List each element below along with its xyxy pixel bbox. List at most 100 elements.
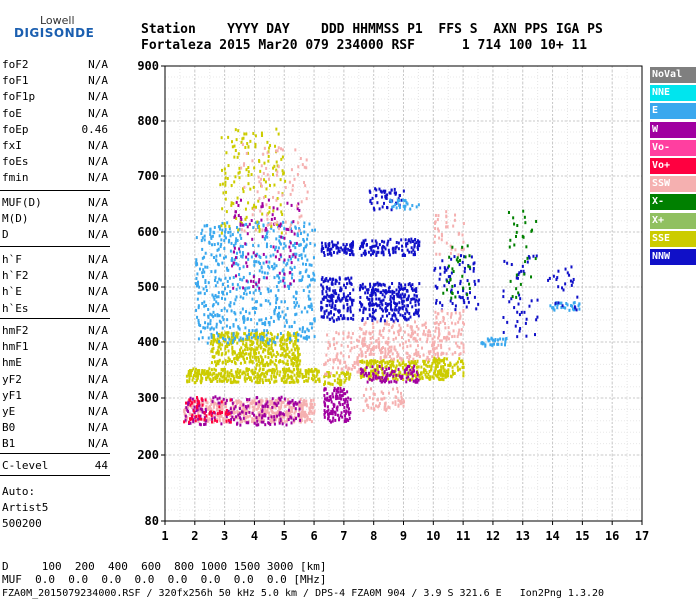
data-point <box>438 328 441 332</box>
data-point <box>331 301 334 305</box>
data-point <box>301 407 304 411</box>
data-point <box>214 270 217 274</box>
data-point <box>422 370 425 374</box>
data-point <box>262 418 265 422</box>
data-point <box>279 407 282 411</box>
data-point <box>308 406 311 410</box>
data-point <box>258 180 261 184</box>
data-point <box>201 247 204 251</box>
data-point <box>360 353 363 357</box>
data-point <box>413 361 416 365</box>
data-point <box>229 407 232 411</box>
data-point <box>397 247 400 251</box>
param-value: N/A <box>88 285 108 299</box>
data-point <box>425 358 428 362</box>
data-point <box>195 236 198 240</box>
data-point <box>277 401 280 405</box>
data-point <box>276 274 279 278</box>
data-point <box>267 347 270 351</box>
data-point <box>424 333 427 337</box>
data-point <box>284 404 287 408</box>
data-point <box>298 278 301 282</box>
data-point <box>364 291 367 295</box>
data-point <box>328 342 331 346</box>
data-point <box>332 360 335 364</box>
data-point <box>421 376 424 380</box>
data-point <box>350 367 353 371</box>
data-point <box>277 191 280 195</box>
data-point <box>269 414 272 418</box>
data-point <box>200 401 203 405</box>
data-point <box>260 416 263 420</box>
data-point <box>455 341 458 345</box>
data-point <box>371 365 374 369</box>
data-point <box>188 377 191 381</box>
param-row: B1 N/A <box>2 437 108 452</box>
data-point <box>226 268 229 272</box>
data-point <box>367 302 370 306</box>
data-point <box>191 417 194 421</box>
data-point <box>229 234 232 238</box>
data-point <box>251 159 254 163</box>
data-point <box>428 330 431 334</box>
data-point <box>393 308 396 312</box>
data-point <box>349 297 352 301</box>
data-point <box>310 399 313 403</box>
data-point <box>313 376 316 380</box>
data-point <box>414 300 417 304</box>
data-point <box>497 342 500 346</box>
data-point <box>427 372 430 376</box>
data-point <box>210 326 213 330</box>
data-point <box>257 175 260 179</box>
data-point <box>361 241 364 245</box>
data-point <box>372 347 375 351</box>
data-point <box>327 371 330 375</box>
data-point <box>229 414 232 418</box>
data-point <box>474 282 477 286</box>
param-row: hmF1 N/A <box>2 340 108 355</box>
data-point <box>408 372 411 376</box>
data-point <box>406 355 409 359</box>
data-point <box>260 133 263 137</box>
data-point <box>518 271 521 275</box>
data-point <box>535 318 538 322</box>
data-point <box>293 241 296 245</box>
data-point <box>518 329 521 333</box>
data-point <box>283 397 286 401</box>
data-point <box>411 283 414 287</box>
data-point <box>415 287 418 291</box>
data-point <box>267 264 270 268</box>
data-point <box>342 304 345 308</box>
data-point <box>210 420 213 424</box>
data-point <box>233 401 236 405</box>
data-point <box>241 255 244 259</box>
data-point <box>307 372 310 376</box>
data-point <box>415 241 418 245</box>
data-point <box>379 291 382 295</box>
data-point <box>379 306 382 310</box>
data-point <box>283 281 286 285</box>
data-point <box>258 225 261 229</box>
data-point <box>369 374 372 378</box>
data-point <box>229 304 232 308</box>
data-point <box>204 265 207 269</box>
data-point <box>248 335 251 339</box>
data-point <box>282 370 285 374</box>
data-point <box>247 166 250 170</box>
data-point <box>306 414 309 418</box>
data-point <box>313 278 316 282</box>
data-point <box>242 339 245 343</box>
data-point <box>407 294 410 298</box>
data-point <box>197 412 200 416</box>
data-point <box>518 293 521 297</box>
data-point <box>266 372 269 376</box>
data-point <box>396 373 399 377</box>
data-point <box>259 169 262 173</box>
data-point <box>218 277 221 281</box>
data-point <box>197 337 200 341</box>
data-point <box>262 363 265 367</box>
data-point <box>199 423 202 427</box>
data-point <box>263 161 266 165</box>
data-point <box>258 254 261 258</box>
data-point <box>408 358 411 362</box>
